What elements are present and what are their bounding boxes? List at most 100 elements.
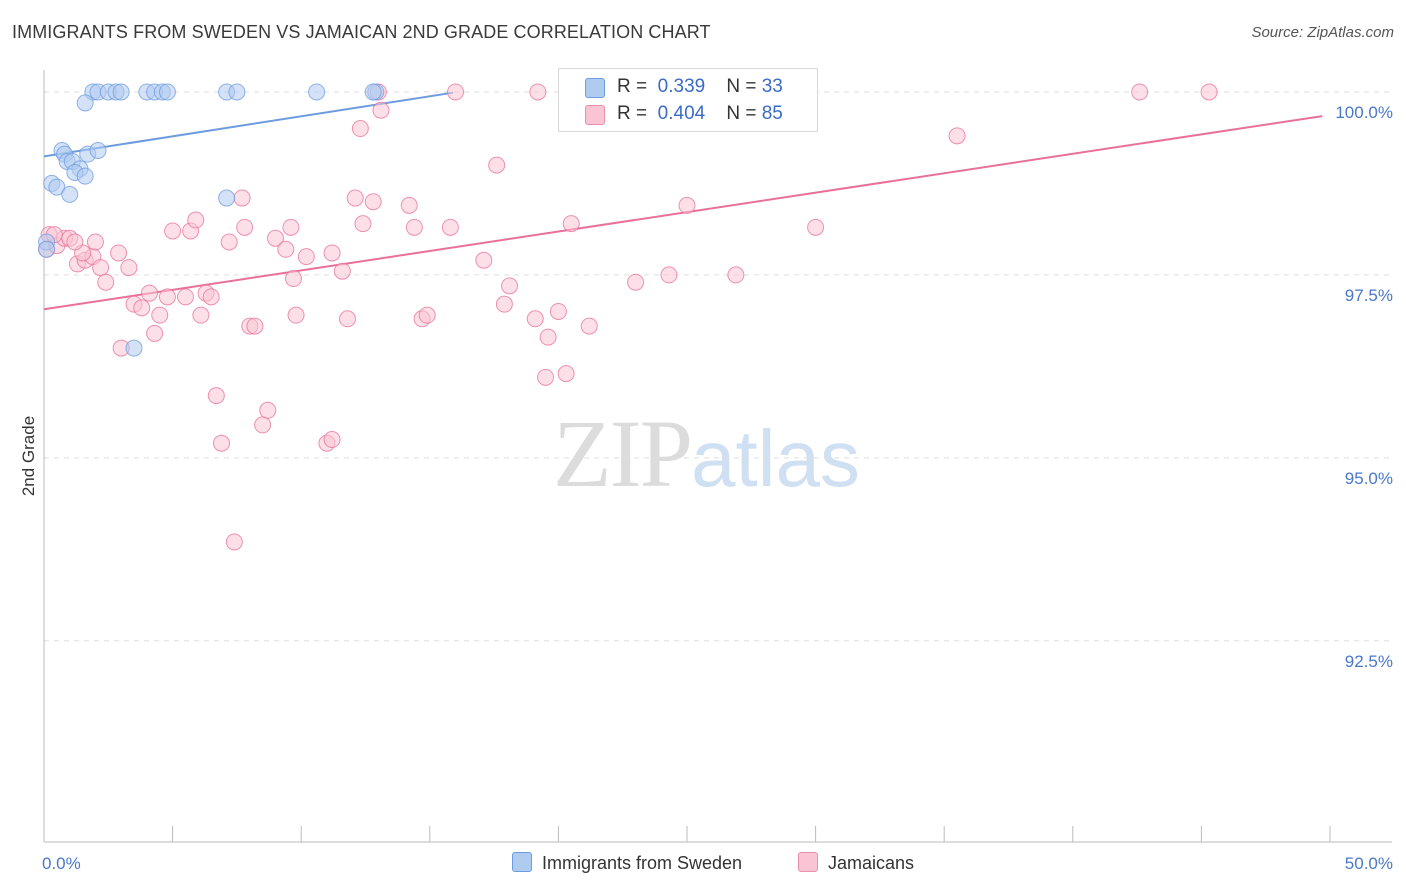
- legend-text-jamaicans: R = 0.404 N = 85: [617, 103, 783, 124]
- x-tick-label: 50.0%: [1345, 854, 1393, 873]
- point-jamaicans: [495, 295, 513, 313]
- point-jamaicans: [354, 215, 372, 233]
- point-jamaicans: [192, 306, 210, 324]
- point-jamaicans: [400, 196, 418, 214]
- point-jamaicans: [277, 240, 295, 258]
- y-tick-label: 95.0%: [1345, 469, 1393, 488]
- point-jamaicans: [120, 259, 138, 277]
- tick-labels: 100.0% 97.5% 95.0% 92.5% 0.0% 50.0% 2nd Grade: [19, 103, 1393, 873]
- point-jamaicans: [86, 233, 104, 251]
- bottom-legend-label-sweden: Immigrants from Sweden: [542, 853, 743, 873]
- point-sweden: [61, 185, 79, 203]
- point-sweden: [364, 83, 382, 101]
- point-jamaicans: [405, 218, 423, 236]
- point-jamaicans: [539, 328, 557, 346]
- point-jamaicans: [233, 189, 251, 207]
- point-jamaicans: [488, 156, 506, 174]
- point-jamaicans: [97, 273, 115, 291]
- data-points: [38, 83, 1218, 551]
- point-jamaicans: [549, 302, 567, 320]
- point-jamaicans: [146, 324, 164, 342]
- bottom-legend-sweden: Immigrants from Sweden: [512, 852, 742, 874]
- axes: [43, 70, 1392, 843]
- point-jamaicans: [346, 189, 364, 207]
- point-sweden: [308, 83, 326, 101]
- point-jamaicans: [225, 533, 243, 551]
- point-jamaicans: [187, 211, 205, 229]
- point-sweden: [125, 339, 143, 357]
- point-sweden: [38, 240, 56, 258]
- chart-title: IMMIGRANTS FROM SWEDEN VS JAMAICAN 2ND G…: [12, 22, 711, 42]
- point-jamaicans: [441, 218, 459, 236]
- point-jamaicans: [580, 317, 598, 335]
- point-jamaicans: [176, 288, 194, 306]
- point-jamaicans: [1200, 83, 1218, 101]
- x-tick-label: 0.0%: [42, 854, 81, 873]
- point-jamaicans: [372, 101, 390, 119]
- point-jamaicans: [418, 306, 436, 324]
- point-jamaicans: [364, 193, 382, 211]
- point-sweden: [76, 167, 94, 185]
- point-jamaicans: [207, 387, 225, 405]
- y-tick-label: 97.5%: [1345, 286, 1393, 305]
- point-jamaicans: [1131, 83, 1149, 101]
- point-jamaicans: [323, 244, 341, 262]
- point-jamaicans: [287, 306, 305, 324]
- point-jamaicans: [501, 277, 519, 295]
- point-jamaicans: [727, 266, 745, 284]
- point-jamaicans: [212, 434, 230, 452]
- grid-lines: [44, 91, 1392, 642]
- point-jamaicans: [202, 288, 220, 306]
- point-jamaicans: [678, 196, 696, 214]
- point-jamaicans: [333, 262, 351, 280]
- point-jamaicans: [526, 310, 544, 328]
- point-jamaicans: [164, 222, 182, 240]
- source-label: Source: ZipAtlas.com: [1251, 24, 1394, 41]
- y-tick-label: 100.0%: [1335, 103, 1393, 122]
- point-jamaicans: [537, 368, 555, 386]
- point-jamaicans: [338, 310, 356, 328]
- point-jamaicans: [351, 120, 369, 138]
- y-axis-title: 2nd Grade: [19, 416, 38, 496]
- point-jamaicans: [557, 365, 575, 383]
- bottom-legend-jamaicans: Jamaicans: [798, 852, 914, 874]
- point-sweden: [218, 189, 236, 207]
- point-jamaicans: [447, 83, 465, 101]
- point-jamaicans: [140, 284, 158, 302]
- point-jamaicans: [562, 215, 580, 233]
- point-sweden: [158, 83, 176, 101]
- point-jamaicans: [92, 259, 110, 277]
- point-jamaicans: [110, 244, 128, 262]
- point-jamaicans: [475, 251, 493, 269]
- point-jamaicans: [323, 431, 341, 449]
- point-jamaicans: [254, 416, 272, 434]
- bottom-legend-swatch-jamaicans: [798, 852, 818, 872]
- point-jamaicans: [158, 288, 176, 306]
- point-jamaicans: [529, 83, 547, 101]
- point-jamaicans: [297, 248, 315, 266]
- legend-swatch-jamaicans: [585, 105, 605, 125]
- point-jamaicans: [266, 229, 284, 247]
- point-jamaicans: [807, 218, 825, 236]
- point-jamaicans: [948, 127, 966, 145]
- point-jamaicans: [284, 270, 302, 288]
- legend-swatch-sweden: [585, 78, 605, 98]
- bottom-legend-swatch-sweden: [512, 852, 532, 872]
- point-jamaicans: [282, 218, 300, 236]
- y-tick-label: 92.5%: [1345, 652, 1393, 671]
- point-sweden: [228, 83, 246, 101]
- stats-legend: R = 0.339 N = 33 R = 0.404 N = 85: [558, 68, 818, 132]
- watermark: ZIPatlas: [553, 398, 860, 509]
- watermark-atlas: atlas: [691, 414, 860, 503]
- point-jamaicans: [220, 233, 238, 251]
- point-jamaicans: [133, 299, 151, 317]
- point-jamaicans: [246, 317, 264, 335]
- point-jamaicans: [627, 273, 645, 291]
- point-sweden: [48, 178, 66, 196]
- point-jamaicans: [66, 233, 84, 251]
- point-sweden: [112, 83, 130, 101]
- point-sweden: [76, 94, 94, 112]
- point-sweden: [89, 141, 107, 159]
- watermark-zip: ZIP: [553, 400, 693, 507]
